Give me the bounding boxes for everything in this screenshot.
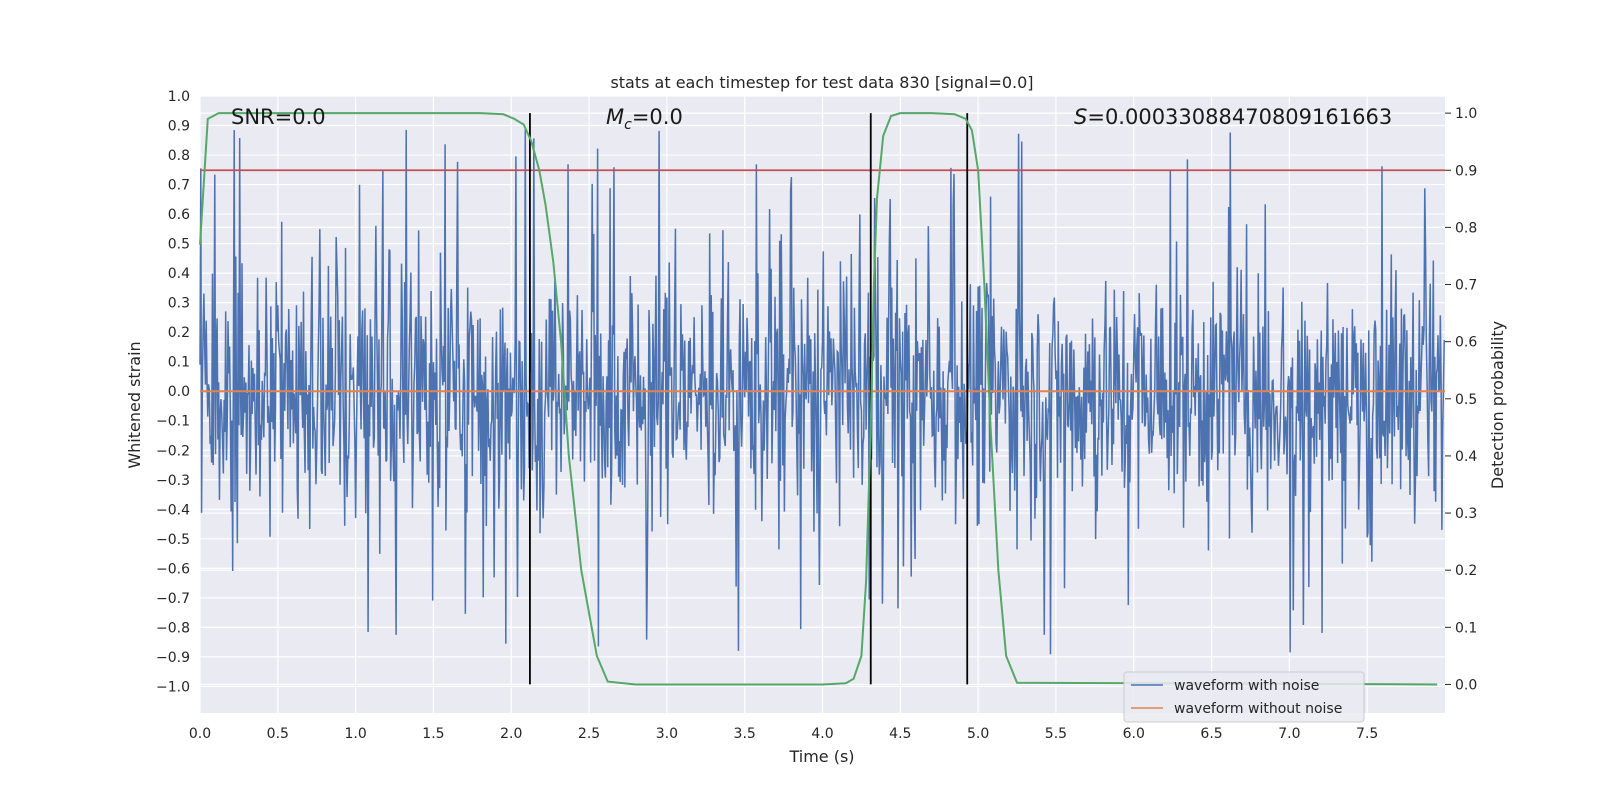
y-tick-label: 0.2 — [168, 325, 190, 341]
y-tick-label: −0.6 — [156, 561, 190, 577]
y-tick-label: −0.8 — [156, 620, 190, 636]
y2-tick-label: 0.6 — [1455, 335, 1477, 351]
y-axis-label: Whitened strain — [125, 341, 144, 468]
y-tick-label: −0.1 — [156, 414, 190, 430]
legend-label-waveform-without-noise: waveform without noise — [1174, 701, 1342, 717]
y-tick-label: −0.3 — [156, 473, 190, 489]
mc-annotation: Mc=0.0 — [606, 105, 683, 133]
legend-box — [1123, 671, 1365, 723]
y-tick-label: 0.9 — [168, 119, 190, 135]
s-annotation: S=0.00033088470809161663 — [1074, 105, 1392, 129]
y-tick-label: 0.5 — [168, 237, 190, 253]
x-tick-label: 2.5 — [578, 726, 600, 742]
x-tick-label: 0.0 — [189, 726, 211, 742]
y-tick-label: −0.9 — [156, 650, 190, 666]
detection-probability-line — [199, 112, 1438, 686]
y-tick-label: 0.3 — [168, 296, 190, 312]
x-tick-label: 4.5 — [889, 726, 911, 742]
y-tick-label: −0.5 — [156, 532, 190, 548]
y-tick-label: 0.7 — [168, 178, 190, 194]
y2-axis-label: Detection probability — [1488, 321, 1507, 489]
x-tick-label: 4.0 — [811, 726, 833, 742]
x-tick-label: 6.0 — [1123, 726, 1145, 742]
mc-symbol: M — [606, 105, 624, 129]
x-tick-label: 3.5 — [734, 726, 756, 742]
y-tick-label: 0.0 — [168, 384, 190, 400]
y-tick-label: 0.4 — [168, 266, 190, 282]
s-value: =0.00033088470809161663 — [1087, 105, 1392, 129]
y2-tick-label: 0.9 — [1455, 163, 1477, 179]
y-tick-label: −0.7 — [156, 591, 190, 607]
x-tick-label: 6.5 — [1200, 726, 1222, 742]
x-tick-label: 7.5 — [1356, 726, 1378, 742]
x-axis: 0.0 0.5 1.0 1.5 2.0 2.5 3.0 3.5 4.0 4.5 5.0 5.5 6.0 6… — [189, 726, 1378, 742]
x-tick-label: 7.0 — [1278, 726, 1300, 742]
x-tick-label: 2.0 — [500, 726, 522, 742]
x-tick-label: 0.5 — [267, 726, 289, 742]
y-axis-right: 1.0 0.9 0.8 0.7 0.6 0.5 0.4 0.3 0.2 0.1 0.0 — [1445, 106, 1477, 693]
y-tick-label: 1.0 — [168, 89, 190, 105]
series-waveform-with-noise — [199, 129, 1445, 655]
x-tick-label: 1.0 — [344, 726, 366, 742]
mc-subscript: c — [624, 117, 632, 133]
y-tick-label: −0.4 — [156, 502, 190, 518]
overlay-lines — [199, 112, 1445, 686]
x-tick-label: 1.5 — [422, 726, 444, 742]
legend: waveform with noise waveform without noi… — [1123, 671, 1365, 723]
y-axis-left: 1.0 0.9 0.8 0.7 0.6 0.5 0.4 0.3 0.2 0.1 0.0 −0.1 −0.… — [156, 89, 190, 695]
x-tick-label: 5.0 — [967, 726, 989, 742]
y2-tick-label: 0.3 — [1455, 506, 1477, 522]
y-tick-label: 0.8 — [168, 148, 190, 164]
x-tick-label: 3.0 — [656, 726, 678, 742]
mc-value: =0.0 — [632, 105, 683, 129]
x-axis-label: Time (s) — [788, 747, 854, 766]
snr-annotation: SNR=0.0 — [231, 105, 326, 129]
y2-tick-label: 0.8 — [1455, 220, 1477, 236]
chart-title: stats at each timestep for test data 830… — [610, 73, 1033, 92]
legend-label-waveform-with-noise: waveform with noise — [1174, 678, 1319, 694]
y-tick-label: 0.6 — [168, 207, 190, 223]
y2-tick-label: 1.0 — [1455, 106, 1477, 122]
y-tick-label: −0.2 — [156, 443, 190, 459]
s-symbol: S — [1074, 105, 1087, 129]
y2-tick-label: 0.4 — [1455, 449, 1477, 465]
y-tick-label: −1.0 — [156, 679, 190, 695]
y2-tick-label: 0.7 — [1455, 278, 1477, 294]
y2-tick-label: 0.5 — [1455, 392, 1477, 408]
y2-tick-label: 0.2 — [1455, 563, 1477, 579]
y2-tick-label: 0.0 — [1455, 677, 1477, 693]
y2-tick-label: 0.1 — [1455, 620, 1477, 636]
waveform-with-noise-line — [199, 129, 1445, 655]
y-tick-label: 0.1 — [168, 355, 190, 371]
x-tick-label: 5.5 — [1045, 726, 1067, 742]
